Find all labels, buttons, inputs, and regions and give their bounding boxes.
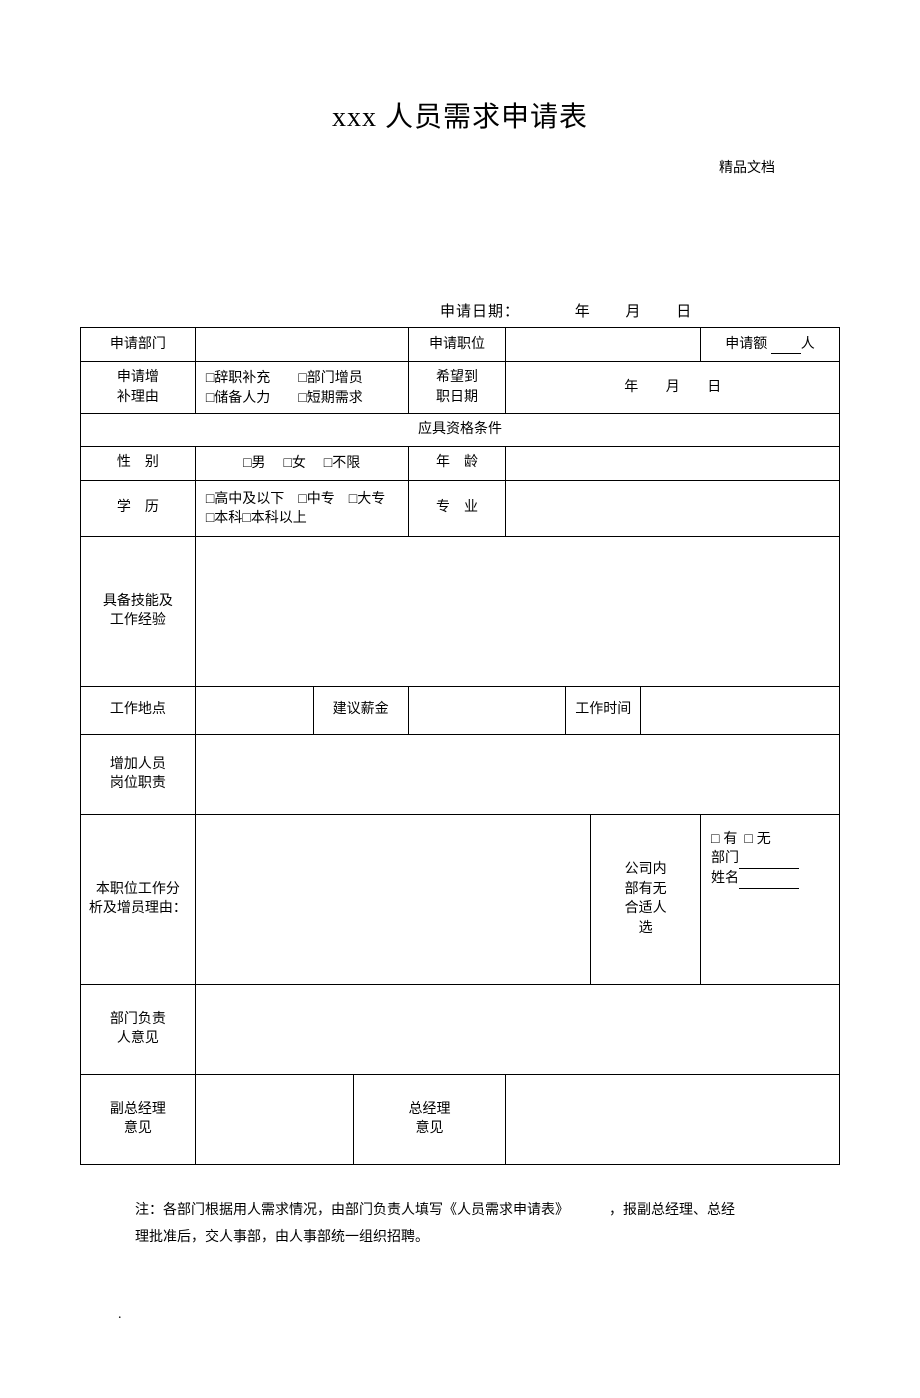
label-dept-mgr-opinion: 部门负责人意见 — [81, 984, 196, 1074]
field-location[interactable] — [195, 686, 313, 734]
application-form: 申请部门 申请职位 申请额 人 申请增补理由 □辞职补充 □部门增员□储备人力 … — [80, 327, 840, 1165]
label-major: 专 业 — [408, 480, 506, 536]
field-skills[interactable] — [195, 536, 839, 686]
field-age[interactable] — [506, 446, 840, 480]
field-reason[interactable]: □辞职补充 □部门增员□储备人力 □短期需求 — [195, 362, 408, 414]
date-month: 月 — [626, 300, 642, 321]
label-gm-opinion: 总经理意见 — [353, 1074, 506, 1164]
footnote: 注：各部门根据用人需求情况，由部门负责人填写《人员需求申请表》，报副总经理、总经… — [135, 1198, 805, 1251]
label-location: 工作地点 — [81, 686, 196, 734]
field-worktime[interactable] — [641, 686, 840, 734]
label-worktime: 工作时间 — [566, 686, 641, 734]
label-salary: 建议薪金 — [313, 686, 408, 734]
page-title: xxx 人员需求申请表 — [0, 95, 920, 135]
date-day: 日 — [676, 300, 692, 321]
field-vgm-opinion[interactable] — [195, 1074, 353, 1164]
label-duties: 增加人员岗位职责 — [81, 734, 196, 814]
label-vgm-opinion: 副总经理意见 — [81, 1074, 196, 1164]
label-internal-candidate: 公司内 部有无 合适人 选 — [591, 814, 701, 984]
label-education: 学 历 — [81, 480, 196, 536]
field-gender[interactable]: □男 □女 □不限 — [195, 446, 408, 480]
label-position: 申请职位 — [408, 328, 506, 362]
date-label: 申请日期： — [440, 300, 520, 321]
section-qualifications: 应具资格条件 — [81, 414, 840, 447]
field-education[interactable]: □高中及以下 □中专 □大专□本科□本科以上 — [195, 480, 408, 536]
footer-dot: . — [118, 1307, 122, 1323]
label-analysis: 本职位工作分析及增员理由： — [81, 814, 196, 984]
application-date-line: 申请日期： 年 月 日 — [440, 300, 692, 321]
field-wishdate[interactable]: 年 月 日 — [506, 362, 840, 414]
header-tag: 精品文档 — [719, 157, 775, 177]
field-analysis[interactable] — [195, 814, 590, 984]
date-year: 年 — [575, 300, 591, 321]
label-dept: 申请部门 — [81, 328, 196, 362]
field-major[interactable] — [506, 480, 840, 536]
field-salary[interactable] — [408, 686, 566, 734]
field-internal-candidate[interactable]: □ 有 □ 无 部门 姓名 — [701, 814, 840, 984]
label-age: 年 龄 — [408, 446, 506, 480]
field-gm-opinion[interactable] — [506, 1074, 840, 1164]
label-reason: 申请增补理由 — [81, 362, 196, 414]
label-wishdate: 希望到职日期 — [408, 362, 506, 414]
field-dept-mgr-opinion[interactable] — [195, 984, 839, 1074]
label-quota: 申请额 人 — [701, 328, 840, 362]
field-position[interactable] — [506, 328, 701, 362]
field-dept[interactable] — [195, 328, 408, 362]
label-skills: 具备技能及工作经验 — [81, 536, 196, 686]
label-gender: 性 别 — [81, 446, 196, 480]
field-duties[interactable] — [195, 734, 839, 814]
